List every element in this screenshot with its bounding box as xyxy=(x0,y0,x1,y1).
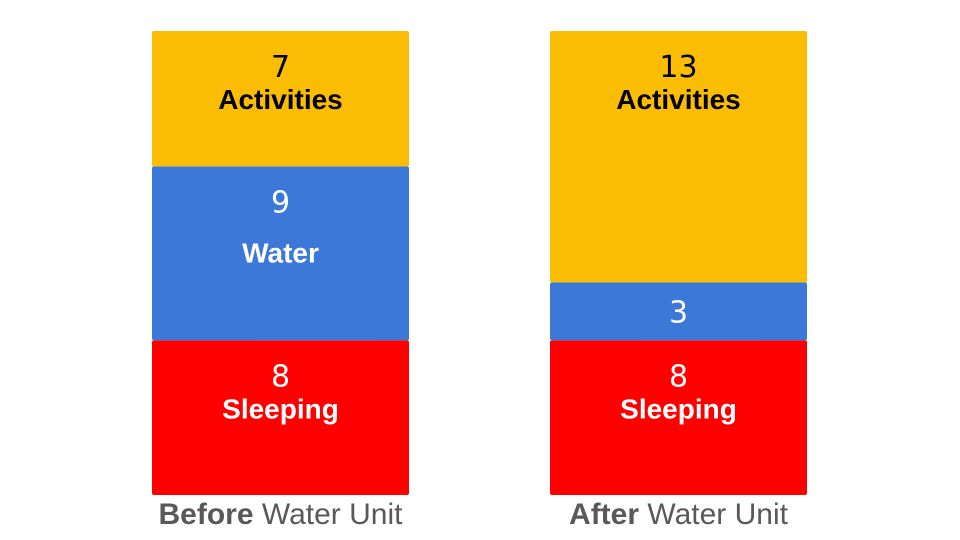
value-label-sleeping-0: 8 xyxy=(271,359,290,394)
segment-label-activities-0: Activities xyxy=(218,84,343,115)
bar-segment-water-0 xyxy=(152,166,409,341)
segment-label-activities-1: Activities xyxy=(616,84,741,115)
bar-segment-sleeping-1 xyxy=(550,340,807,495)
category-label-1: After Water Unit xyxy=(569,498,789,531)
value-label-sleeping-1: 8 xyxy=(669,359,688,394)
value-label-activities-1: 13 xyxy=(659,50,697,85)
segment-label-water-0: Water xyxy=(242,237,319,268)
bar-segment-sleeping-0 xyxy=(152,340,409,495)
bar-segment-activities-1 xyxy=(550,31,807,283)
bar-segment-activities-0 xyxy=(152,31,409,167)
category-label-0: Before Water Unit xyxy=(159,498,404,531)
segment-label-sleeping-0: Sleeping xyxy=(222,393,339,424)
value-label-activities-0: 7 xyxy=(271,50,290,85)
segment-label-sleeping-1: Sleeping xyxy=(620,393,737,424)
value-label-water-1: 3 xyxy=(669,295,688,330)
bar-segment-water-1 xyxy=(550,282,807,341)
value-label-water-0: 9 xyxy=(271,185,290,220)
